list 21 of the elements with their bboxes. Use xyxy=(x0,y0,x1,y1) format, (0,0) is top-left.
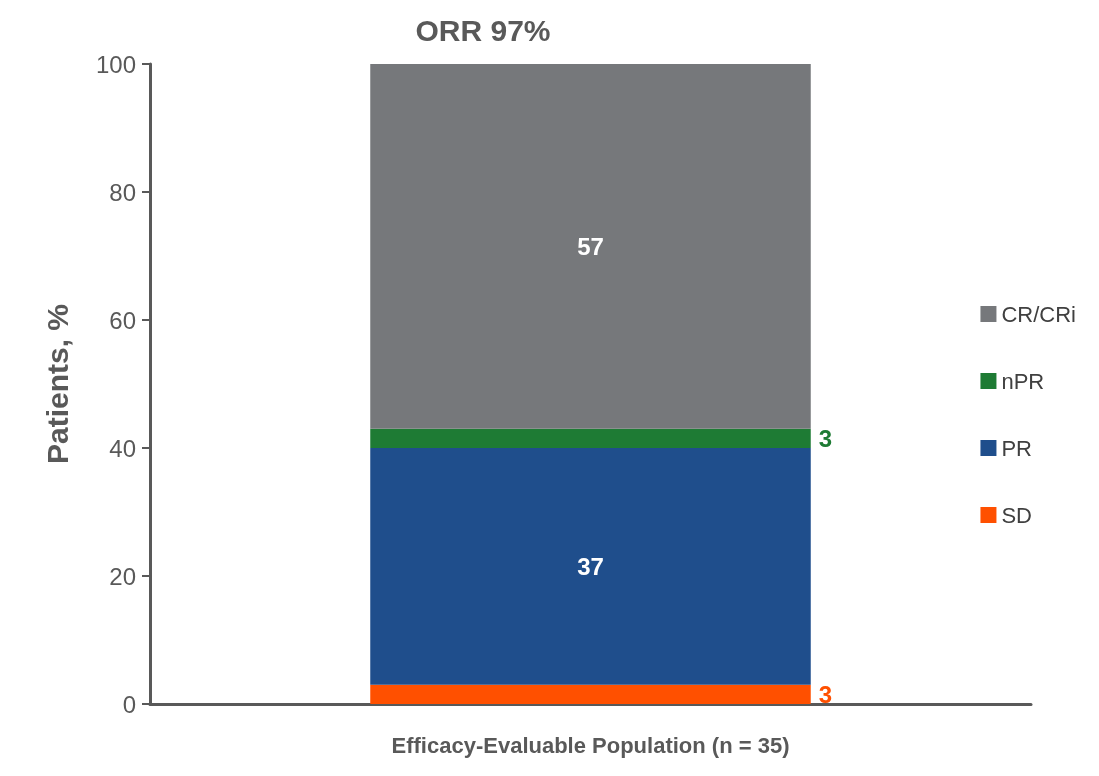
data-label: 3 xyxy=(818,424,833,452)
data-label: 3 xyxy=(818,680,833,708)
y-tick-label: 20 xyxy=(109,562,136,590)
x-tick-label: Efficacy-Evaluable Population (n = 35) xyxy=(391,732,790,758)
legend-label: nPR xyxy=(1001,368,1045,394)
legend-label: SD xyxy=(1001,502,1033,528)
data-label: 37 xyxy=(577,552,604,580)
y-tick-label: 0 xyxy=(122,690,136,718)
bar xyxy=(370,448,811,685)
y-tick-label: 60 xyxy=(109,306,136,334)
bar xyxy=(370,64,811,429)
y-tick-label: 100 xyxy=(95,50,136,78)
legend-label: PR xyxy=(1001,435,1033,461)
legend-label: CR/CRi xyxy=(1001,301,1077,327)
data-label: 57 xyxy=(577,232,604,260)
chart-title: ORR 97% xyxy=(415,13,551,47)
y-axis-title: Patients, % xyxy=(40,303,74,465)
y-tick-label: 40 xyxy=(109,434,136,462)
bar xyxy=(370,428,811,448)
bar xyxy=(370,684,811,704)
y-tick-label: 80 xyxy=(109,178,136,206)
